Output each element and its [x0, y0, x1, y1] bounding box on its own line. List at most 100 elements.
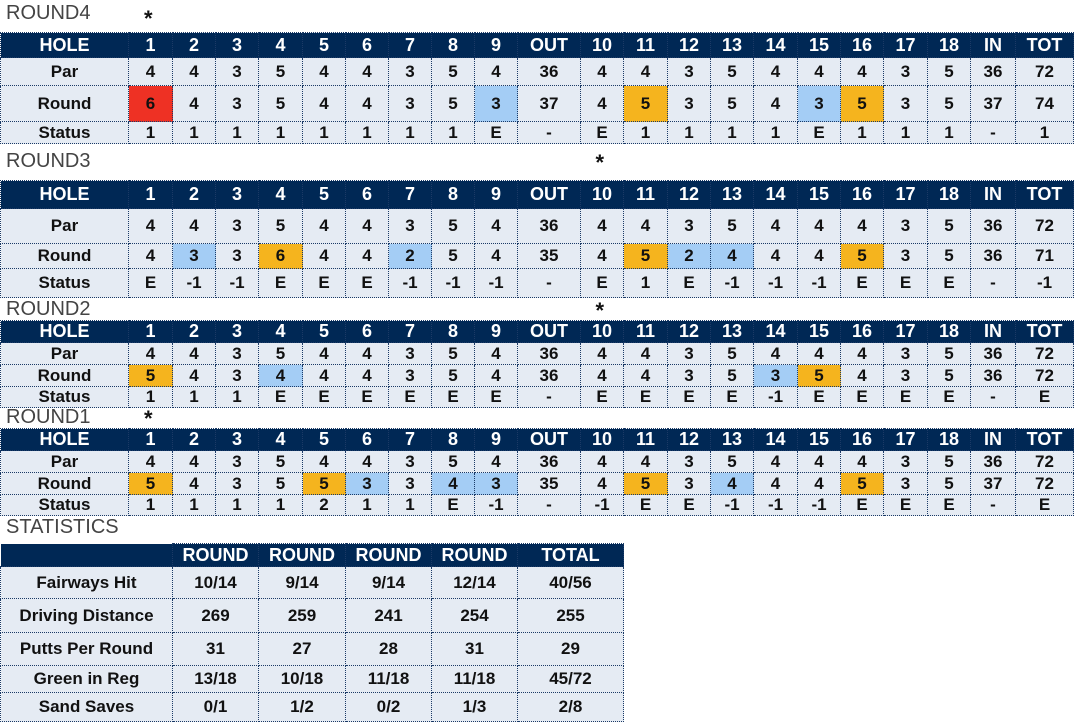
score-cell: 72: [1015, 450, 1074, 473]
hole-header-cell: TOT: [1015, 428, 1074, 451]
score-cell: 4: [580, 243, 624, 269]
score-cell: 35: [517, 243, 581, 269]
score-cell: 4: [345, 364, 389, 387]
score-cell: 5: [927, 208, 971, 244]
score-cell: 36: [970, 342, 1016, 365]
score-cell: 1: [667, 121, 711, 144]
status-row: Status 1 1 1 1 1 1 1 1 E - E 1 1 1 1 E 1 1 1-1: [0, 121, 1074, 144]
hole-header-cell: 13: [710, 32, 754, 58]
score-cell: 5: [710, 450, 754, 473]
stat-value: 0/2: [345, 692, 432, 722]
score-cell: -1: [753, 386, 798, 408]
score-cell: 5: [710, 208, 754, 244]
stat-label: Driving Distance: [0, 598, 173, 633]
score-cell: 4: [128, 243, 173, 269]
score-cell: 4: [840, 364, 884, 387]
stat-value: 255: [517, 598, 624, 633]
score-cell: 4: [172, 364, 216, 387]
hole-header-cell: 8: [431, 320, 475, 343]
score-cell: E: [474, 121, 518, 144]
score-cell: 36: [517, 208, 581, 244]
score-cell: 4: [258, 364, 303, 387]
score-cell: 1: [623, 268, 668, 298]
round-title: ROUND3: [6, 150, 91, 172]
leader-asterisk-icon: *: [144, 406, 153, 431]
row-label: Status: [0, 386, 129, 408]
header-row: HOLE 1 2 3 4 5 6 7 8 9 OUT 10 11 12 13 14 15 16 17 18 IN TOT: [0, 32, 1074, 58]
score-cell: E: [302, 268, 346, 298]
score-cell: 4: [580, 57, 624, 86]
score-cell: 4: [345, 208, 389, 244]
score-cell: -1: [710, 268, 754, 298]
statistics-row: Putts Per Round 31 27 28 31 29: [0, 632, 624, 666]
hole-header-cell: 6: [345, 180, 389, 209]
score-cell: 4: [172, 450, 216, 473]
hole-header-cell: OUT: [517, 428, 581, 451]
hole-header-cell: 10: [580, 428, 624, 451]
stat-value: 10/14: [172, 566, 259, 599]
score-cell: -1: [1015, 268, 1074, 298]
score-cell: 4: [753, 243, 798, 269]
hole-header-cell: 7: [388, 428, 432, 451]
score-cell: E: [927, 268, 971, 298]
hole-header-cell: OUT: [517, 320, 581, 343]
score-cell: 4: [753, 208, 798, 244]
score-cell: 4: [840, 57, 884, 86]
score-cell: E: [1015, 386, 1074, 408]
hole-header-cell: 13: [710, 320, 754, 343]
hole-header-cell: 5: [302, 320, 346, 343]
round-title: ROUND4: [6, 2, 91, 24]
score-cell: -1: [710, 494, 754, 516]
score-cell: 1: [128, 121, 173, 144]
hole-header-cell: 8: [431, 180, 475, 209]
score-cell: 4: [474, 450, 518, 473]
score-cell: 4: [302, 342, 346, 365]
score-cell: 36: [970, 364, 1016, 387]
score-cell: -1: [753, 494, 798, 516]
score-cell: E: [667, 268, 711, 298]
score-cell: 5: [927, 364, 971, 387]
score-cell: 5: [258, 450, 303, 473]
score-cell: 5: [623, 243, 668, 269]
statistics-header-row: ROUND ROUND ROUND ROUND TOTAL: [0, 543, 624, 567]
score-cell: 1: [431, 121, 475, 144]
statistics-header-cell: ROUND: [431, 543, 518, 567]
hole-header-cell: 13: [710, 428, 754, 451]
stat-value: 11/18: [431, 665, 518, 693]
score-cell: 4: [580, 342, 624, 365]
score-cell: 1: [258, 121, 303, 144]
score-cell: -1: [797, 268, 841, 298]
score-cell: 4: [474, 208, 518, 244]
score-cell: -1: [431, 268, 475, 298]
hole-header-cell: 5: [302, 180, 346, 209]
header-row: HOLE 1 2 3 4 5 6 7 8 9 OUT 10 11 12 13 14 15 16 17 18 IN TOT: [0, 320, 1074, 343]
score-cell: E: [840, 386, 884, 408]
score-cell: 71: [1015, 243, 1074, 269]
hole-header-cell: 15: [797, 320, 841, 343]
score-cell: 36: [970, 450, 1016, 473]
score-row: Round 4 3 3 6 4 4 2 5 4 35 4 5 2 4 4 4 5 3 5 36 71: [0, 243, 1074, 269]
score-cell: E: [623, 386, 668, 408]
score-cell: E: [927, 386, 971, 408]
row-label: Status: [0, 494, 129, 516]
hole-header-cell: 3: [215, 428, 259, 451]
hole-header-cell: 3: [215, 180, 259, 209]
row-label: Status: [0, 268, 129, 298]
hole-header-cell: 9: [474, 428, 518, 451]
score-cell: 1: [172, 121, 216, 144]
score-cell: 4: [753, 450, 798, 473]
score-cell: E: [667, 386, 711, 408]
score-cell: 3: [474, 85, 518, 122]
stat-value: 1/3: [431, 692, 518, 722]
score-cell: 36: [970, 208, 1016, 244]
score-cell: 4: [580, 208, 624, 244]
score-cell: -: [517, 268, 581, 298]
score-cell: 4: [580, 472, 624, 495]
score-cell: 3: [883, 472, 928, 495]
stat-label: Putts Per Round: [0, 632, 173, 666]
score-cell: 1: [258, 494, 303, 516]
hole-header-cell: 16: [840, 428, 884, 451]
row-label: Par: [0, 450, 129, 473]
stat-label: Fairways Hit: [0, 566, 173, 599]
score-cell: 2: [388, 243, 432, 269]
